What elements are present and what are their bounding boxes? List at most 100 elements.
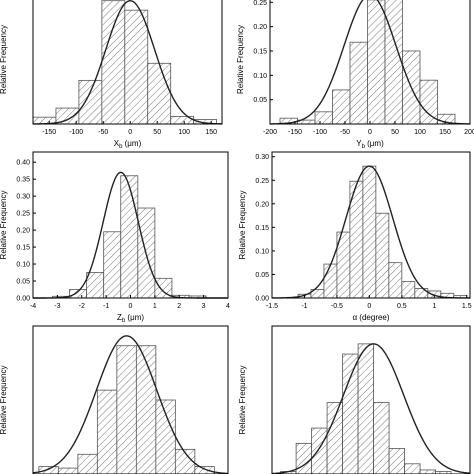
histogram-bar (414, 288, 429, 299)
y-axis-label: Relative Frequency (0, 191, 8, 260)
gaussian-fit-curve (271, 343, 471, 474)
histogram-bar (388, 448, 405, 474)
plot-frame (271, 151, 471, 299)
y-tick-label: 0.10 (253, 73, 267, 80)
histogram-bar (38, 466, 59, 474)
y-tick-label: 0.00 (16, 296, 30, 303)
histogram-bar (311, 427, 328, 474)
plot-frame (32, 0, 223, 125)
y-axis-label: Relative Frequency (238, 366, 247, 435)
histogram-bar (419, 469, 436, 474)
y-tick-label: 0.00 (255, 296, 269, 303)
histogram-bar (124, 9, 149, 125)
y-tick-label: 0.20 (253, 24, 267, 31)
y-tick-label: 0.15 (16, 245, 30, 252)
y-tick-label: 0.30 (16, 194, 30, 201)
histogram-bar (116, 345, 137, 474)
x-tick-label: 1.5 (462, 303, 472, 310)
x-tick-label: -2 (79, 303, 85, 310)
x-tick-label: 0 (128, 129, 132, 136)
histogram-bar (103, 231, 122, 299)
y-tick-label: 0.30 (255, 154, 269, 161)
histogram-bar (373, 402, 390, 474)
y-tick-label: 0.25 (253, 0, 267, 7)
y-tick-label: 0.15 (255, 225, 269, 232)
x-tick-label: -1 (301, 303, 307, 310)
x-tick-label: -100 (69, 129, 83, 136)
histogram-bar (401, 281, 416, 299)
y-axis-label: Relative Frequency (0, 366, 8, 435)
y-tick-label: 0.20 (255, 201, 269, 208)
histogram-bar (96, 389, 118, 474)
histogram-bar (155, 399, 176, 474)
histogram-bar (101, 0, 126, 125)
histogram-bar (349, 41, 368, 125)
histogram-bar (77, 453, 98, 474)
plot-frame (32, 325, 229, 474)
x-tick-label: -1.5 (266, 303, 278, 310)
gaussian-fit-curve (32, 0, 223, 125)
x-axis-label: Zb (μm) (117, 313, 144, 324)
x-tick-label: 100 (178, 129, 190, 136)
histogram-bar (367, 0, 386, 125)
x-tick-label: 3 (202, 303, 206, 310)
y-tick-label: 0.35 (16, 177, 30, 184)
x-tick-label: 50 (153, 129, 161, 136)
y-tick-label: 0.25 (16, 211, 30, 218)
y-tick-label: 0.05 (253, 97, 267, 104)
histogram-bar (332, 89, 351, 125)
gaussian-fit-curve (269, 0, 471, 125)
histogram-bar (419, 79, 438, 125)
x-tick-label: -50 (98, 129, 108, 136)
x-tick-label: 0 (367, 303, 371, 310)
x-tick-label: 150 (205, 129, 217, 136)
x-tick-label: -50 (340, 129, 350, 136)
histogram-bar (388, 262, 403, 299)
histogram-panel: Relative Frequency (238, 325, 471, 474)
y-tick-label: 0.10 (16, 262, 30, 269)
y-tick-label: 0.15 (253, 48, 267, 55)
x-tick-label: -150 (42, 129, 56, 136)
y-tick-label: 0.10 (255, 248, 269, 255)
histogram-bar (120, 175, 139, 299)
x-tick-label: -1 (103, 303, 109, 310)
histogram-panel: -4 -3 -2 -1 0 1 2 3 4 0.00 0.05 0.10 0.15 0.20 0.25 0.3… (0, 151, 230, 324)
histogram-bar (86, 272, 105, 299)
x-tick-label: 0.5 (397, 303, 407, 310)
x-tick-label: 100 (414, 129, 426, 136)
x-tick-label: 0 (368, 129, 372, 136)
y-tick-label: 0.05 (255, 272, 269, 279)
histogram-panel: -1.5 -1 -0.5 0 0.5 1 1.5 0.00 0.05 0.10 0.15 0.20 0.… (238, 151, 472, 322)
x-tick-label: 2 (177, 303, 181, 310)
y-tick-label: 0.05 (16, 279, 30, 286)
histogram-bar (326, 402, 343, 474)
histogram-bar (342, 353, 359, 474)
x-axis-label: α (degree) (352, 313, 389, 322)
histogram-bar (357, 343, 374, 474)
histogram-bar (147, 62, 172, 125)
y-axis-label: Relative Frequency (238, 191, 247, 260)
histogram-panel: -150 -100 -50 0 50 100 150 Relative Frequency Xb… (0, 0, 223, 150)
histogram-bar (384, 0, 403, 125)
histogram-bar (57, 467, 79, 474)
histogram-bar (194, 466, 215, 474)
gaussian-fit-curve (32, 335, 229, 474)
histogram-bar (323, 263, 338, 299)
x-tick-label: 4 (226, 303, 230, 310)
plot-frame (271, 325, 471, 474)
histogram-bar (404, 463, 421, 474)
y-axis-label: Relative Frequency (0, 25, 8, 94)
x-tick-label: -200 (263, 129, 277, 136)
histogram-bar (135, 345, 157, 474)
histogram-bar (314, 111, 333, 125)
x-axis-label: Yb (μm) (356, 139, 384, 150)
x-tick-label: 200 (464, 129, 474, 136)
x-tick-label: -3 (54, 303, 60, 310)
x-tick-label: -0.5 (331, 303, 343, 310)
x-tick-label: 150 (439, 129, 451, 136)
y-axis-label: Relative Frequency (236, 25, 245, 94)
x-tick-label: 0 (129, 303, 133, 310)
x-tick-label: -4 (30, 303, 36, 310)
histogram-bar (362, 165, 377, 299)
